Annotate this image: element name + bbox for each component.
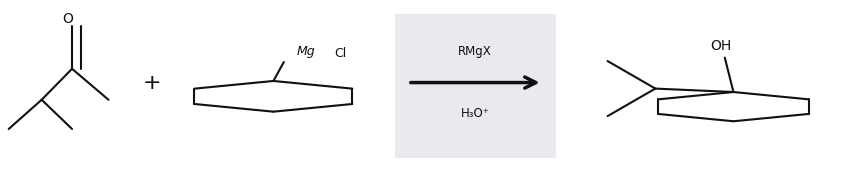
Text: +: +	[142, 73, 161, 93]
Text: Cl: Cl	[334, 47, 346, 60]
Bar	[395, 14, 556, 158]
Text: RMgX: RMgX	[458, 45, 492, 58]
Text: O: O	[62, 12, 73, 26]
Text: OH: OH	[710, 39, 731, 53]
Text: Mg: Mg	[297, 45, 315, 58]
Text: H₃O⁺: H₃O⁺	[461, 107, 490, 120]
